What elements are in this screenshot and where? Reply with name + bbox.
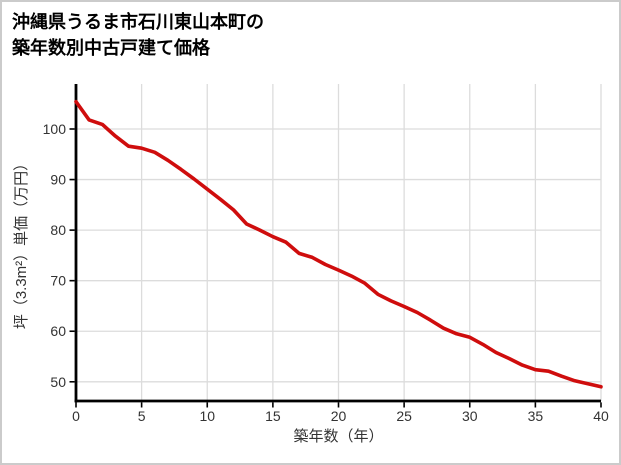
y-tick-label: 70 <box>50 273 66 289</box>
x-tick-label: 30 <box>462 408 478 424</box>
x-tick-label: 10 <box>199 408 215 424</box>
y-tick-label: 90 <box>50 172 66 188</box>
y-tick-label: 80 <box>50 222 66 238</box>
x-axis-title: 築年数（年） <box>293 427 383 445</box>
chart-title: 沖縄県うるま市石川東山本町の 築年数別中古戸建て価格 <box>12 9 264 61</box>
x-tick-label: 35 <box>528 408 544 424</box>
y-axis-title: 坪（3.3m²）単価（万円） <box>13 156 30 329</box>
chart-title-line1: 沖縄県うるま市石川東山本町の <box>12 12 264 32</box>
y-tick-label: 50 <box>50 374 66 390</box>
chart-title-line2: 築年数別中古戸建て価格 <box>12 38 210 58</box>
x-tick-label: 25 <box>396 408 412 424</box>
x-tick-label: 20 <box>331 408 347 424</box>
x-tick-label: 40 <box>593 408 609 424</box>
y-tick-label: 100 <box>43 121 67 137</box>
x-tick-label: 15 <box>265 408 281 424</box>
x-tick-label: 0 <box>72 408 80 424</box>
x-tick-label: 5 <box>138 408 146 424</box>
price-line <box>74 99 603 389</box>
y-tick-label: 60 <box>50 323 66 339</box>
